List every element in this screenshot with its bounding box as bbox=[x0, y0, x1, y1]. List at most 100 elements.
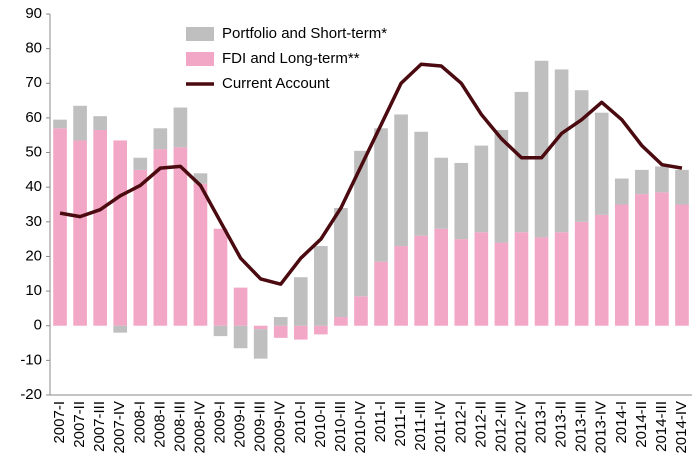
x-tick-label: 2008-I bbox=[131, 401, 148, 444]
bar bbox=[193, 183, 208, 326]
x-tick-label: 2009-II bbox=[232, 401, 249, 448]
bar bbox=[374, 261, 388, 326]
bar bbox=[394, 246, 408, 326]
bar bbox=[635, 194, 649, 326]
x-tick-label: 2009-I bbox=[212, 401, 229, 444]
y-tick-label: 40 bbox=[25, 178, 42, 195]
legend-label: Current Account bbox=[222, 75, 330, 92]
bar bbox=[554, 232, 569, 326]
bar bbox=[655, 192, 669, 326]
bar bbox=[554, 69, 569, 233]
x-tick-label: 2014-I bbox=[613, 401, 630, 444]
y-tick-label: 80 bbox=[25, 40, 42, 57]
x-tick-label: 2014-II bbox=[633, 401, 650, 448]
y-tick-label: 0 bbox=[34, 317, 42, 334]
bar bbox=[273, 325, 288, 338]
bar bbox=[414, 235, 428, 326]
x-tick-label: 2013-I bbox=[533, 401, 550, 444]
bar bbox=[454, 239, 469, 326]
bar bbox=[534, 60, 549, 238]
x-tick-label: 2009-III bbox=[252, 401, 269, 452]
x-tick-label: 2008-II bbox=[151, 401, 168, 448]
x-tick-label: 2007-I bbox=[51, 401, 68, 444]
bar bbox=[213, 228, 228, 326]
x-tick-label: 2012-III bbox=[492, 401, 509, 452]
x-tick-label: 2011-IV bbox=[432, 401, 449, 452]
bar bbox=[93, 130, 107, 326]
bar bbox=[193, 173, 208, 184]
bar bbox=[253, 325, 268, 330]
bar bbox=[434, 157, 449, 229]
bar bbox=[53, 128, 67, 326]
bar bbox=[233, 287, 248, 326]
x-tick-label: 2010-II bbox=[312, 401, 329, 448]
bar bbox=[474, 145, 489, 233]
bar bbox=[474, 232, 489, 326]
bar bbox=[635, 169, 649, 195]
bar bbox=[514, 232, 529, 326]
bar bbox=[574, 90, 589, 222]
x-tick-label: 2012-II bbox=[472, 401, 489, 448]
x-tick-label: 2013-III bbox=[573, 401, 590, 452]
x-tick-label: 2012-IV bbox=[512, 401, 529, 454]
bar bbox=[534, 237, 549, 326]
y-tick-label: 20 bbox=[25, 247, 42, 264]
x-tick-label: 2013-IV bbox=[593, 401, 610, 454]
legend-label: Portfolio and Short-term* bbox=[222, 25, 387, 42]
y-tick-label: 30 bbox=[25, 213, 42, 230]
bar bbox=[434, 228, 449, 326]
x-tick-label: 2007-III bbox=[91, 401, 108, 452]
x-tick-label: 2010-IV bbox=[352, 401, 369, 454]
bar bbox=[293, 277, 308, 326]
bar bbox=[153, 149, 168, 326]
x-tick-label: 2011-I bbox=[372, 401, 389, 442]
x-tick-label: 2009-IV bbox=[272, 401, 289, 454]
bar bbox=[334, 317, 348, 326]
bar bbox=[675, 204, 689, 326]
bar bbox=[414, 131, 428, 236]
legend-swatch bbox=[186, 27, 214, 41]
x-tick-label: 2010-I bbox=[292, 401, 309, 444]
bar bbox=[233, 325, 248, 349]
x-tick-label: 2007-II bbox=[71, 401, 88, 448]
y-tick-label: -20 bbox=[20, 386, 42, 403]
bar bbox=[494, 242, 509, 326]
bar bbox=[253, 329, 268, 359]
y-tick-label: 10 bbox=[25, 282, 42, 299]
legend-label: FDI and Long-term** bbox=[222, 50, 360, 67]
bar bbox=[334, 207, 348, 318]
bar bbox=[133, 169, 148, 326]
bar bbox=[354, 296, 368, 326]
bar bbox=[53, 119, 67, 129]
x-tick-label: 2014-III bbox=[653, 401, 670, 452]
y-tick-label: 60 bbox=[25, 109, 42, 126]
bar bbox=[614, 178, 629, 205]
bar bbox=[655, 166, 669, 193]
bar bbox=[153, 128, 168, 150]
bar bbox=[574, 221, 589, 326]
x-tick-label: 2007-IV bbox=[111, 401, 128, 454]
bar bbox=[133, 157, 148, 170]
y-tick-label: -10 bbox=[20, 351, 42, 368]
x-tick-label: 2014-IV bbox=[673, 401, 690, 454]
bar bbox=[93, 116, 107, 131]
bar bbox=[675, 169, 689, 205]
bar bbox=[173, 147, 188, 326]
bar bbox=[614, 204, 629, 326]
bar bbox=[314, 325, 328, 335]
bar bbox=[113, 140, 128, 326]
bar bbox=[354, 150, 368, 297]
x-tick-label: 2012-I bbox=[452, 401, 469, 444]
x-tick-label: 2011-III bbox=[412, 401, 429, 451]
bar bbox=[594, 214, 609, 326]
bar bbox=[514, 91, 529, 233]
bar bbox=[73, 105, 87, 141]
bar bbox=[494, 130, 509, 243]
bar bbox=[314, 246, 328, 326]
x-tick-label: 2013-II bbox=[553, 401, 570, 448]
bar bbox=[594, 112, 609, 215]
x-tick-label: 2008-III bbox=[171, 401, 188, 452]
bar bbox=[113, 325, 128, 333]
x-tick-label: 2008-IV bbox=[191, 401, 208, 454]
x-tick-label: 2010-III bbox=[332, 401, 349, 452]
